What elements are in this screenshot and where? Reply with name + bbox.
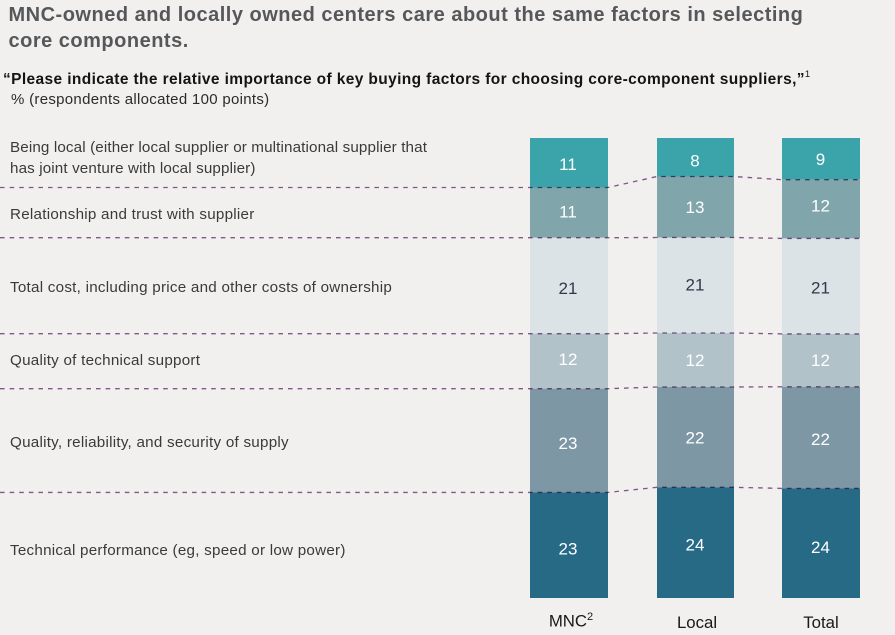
svg-text:11: 11 (559, 155, 577, 174)
svg-text:8: 8 (690, 152, 699, 171)
svg-text:12: 12 (811, 351, 830, 370)
svg-text:21: 21 (686, 276, 705, 295)
svg-text:12: 12 (686, 351, 705, 370)
svg-text:12: 12 (559, 350, 578, 369)
svg-text:24: 24 (686, 536, 705, 555)
svg-text:13: 13 (686, 198, 705, 217)
svg-text:11: 11 (559, 203, 577, 222)
svg-text:23: 23 (559, 434, 578, 453)
svg-text:22: 22 (686, 429, 705, 448)
svg-text:12: 12 (811, 197, 830, 216)
svg-text:24: 24 (811, 538, 830, 557)
svg-text:9: 9 (816, 150, 825, 169)
svg-text:22: 22 (811, 430, 830, 449)
svg-text:23: 23 (559, 539, 578, 558)
svg-text:21: 21 (559, 279, 578, 298)
svg-text:21: 21 (811, 279, 830, 298)
